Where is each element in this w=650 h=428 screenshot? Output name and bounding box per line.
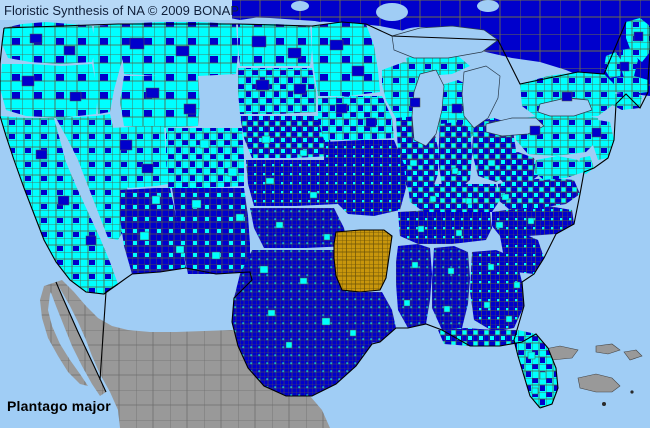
great-lakes	[391, 25, 593, 147]
state-MD	[534, 156, 584, 180]
state-WA	[2, 22, 96, 64]
state-UT	[110, 126, 168, 188]
species-name-label: Plantago major	[7, 398, 111, 414]
state-GA	[470, 250, 524, 332]
county-accents-blue	[21, 31, 644, 246]
state-NM	[172, 188, 250, 274]
state-FL-panhandle	[438, 328, 522, 346]
county-accents-cyan	[139, 135, 547, 395]
state-WY	[120, 76, 200, 128]
state-CT-RI	[610, 92, 642, 110]
state-AR-highlight	[333, 229, 393, 293]
state-ND	[238, 24, 312, 66]
state-MS	[396, 244, 432, 328]
state-VT	[604, 52, 622, 78]
baja-peninsula	[50, 282, 106, 396]
state-LA	[334, 292, 396, 344]
state-AZ	[120, 188, 186, 274]
state-NE	[240, 116, 332, 158]
state-MN	[312, 22, 380, 96]
state-IN	[438, 122, 472, 192]
state-WV	[496, 152, 538, 186]
state-IA	[318, 96, 394, 140]
state-SD	[238, 68, 316, 114]
state-OK	[250, 208, 348, 248]
state-ID	[92, 24, 130, 114]
state-MA	[614, 76, 648, 94]
title-banner: Floristic Synthesis of NA © 2009 BONAP	[0, 0, 239, 20]
map-title: Floristic Synthesis of NA © 2009 BONAP	[4, 2, 240, 18]
state-KY	[408, 184, 500, 212]
state-MO	[324, 140, 406, 216]
state-FL-peninsula	[514, 330, 558, 408]
state-AL	[432, 246, 470, 330]
state-OR	[0, 64, 98, 118]
region-mexico	[40, 280, 330, 428]
state-TN	[398, 210, 492, 244]
coastlines	[0, 21, 650, 409]
state-CO	[166, 128, 244, 188]
state-SC	[500, 232, 544, 274]
